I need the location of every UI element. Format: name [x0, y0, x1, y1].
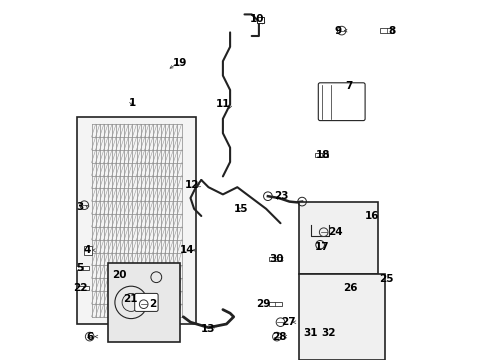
- Text: 20: 20: [112, 270, 126, 280]
- Text: 31: 31: [303, 328, 317, 338]
- Bar: [76, 286, 89, 290]
- Text: 23: 23: [274, 191, 288, 201]
- Text: 11: 11: [215, 99, 230, 109]
- Text: 6: 6: [86, 332, 94, 342]
- Text: 16: 16: [365, 211, 379, 221]
- Text: 8: 8: [387, 26, 395, 36]
- Text: 32: 32: [321, 328, 335, 338]
- Text: 14: 14: [179, 245, 194, 255]
- Text: 10: 10: [249, 14, 264, 24]
- Text: 15: 15: [233, 204, 247, 214]
- Bar: [315, 153, 328, 157]
- Bar: [298, 274, 384, 360]
- Bar: [77, 117, 196, 324]
- Bar: [268, 257, 281, 261]
- Text: 29: 29: [256, 299, 270, 309]
- Text: 19: 19: [172, 58, 186, 68]
- Text: 18: 18: [315, 150, 329, 160]
- Bar: [380, 28, 392, 33]
- Text: 22: 22: [73, 283, 87, 293]
- Text: 1: 1: [129, 98, 136, 108]
- Text: 5: 5: [76, 263, 83, 273]
- Text: 7: 7: [345, 81, 352, 91]
- Text: 12: 12: [184, 180, 199, 190]
- Bar: [257, 17, 263, 23]
- Text: 3: 3: [76, 202, 83, 212]
- Text: 27: 27: [281, 317, 296, 327]
- Bar: [298, 202, 377, 274]
- Text: 2: 2: [149, 299, 156, 309]
- Text: 21: 21: [123, 294, 137, 304]
- Bar: [107, 263, 179, 342]
- Bar: [83, 246, 92, 255]
- Text: 25: 25: [378, 274, 392, 284]
- Bar: [76, 266, 89, 270]
- Text: 26: 26: [342, 283, 357, 293]
- Text: 30: 30: [268, 254, 283, 264]
- Text: 4: 4: [83, 245, 91, 255]
- Bar: [268, 302, 281, 306]
- FancyBboxPatch shape: [134, 293, 158, 311]
- Text: 9: 9: [334, 26, 341, 36]
- Text: 17: 17: [314, 242, 328, 252]
- Text: 24: 24: [327, 227, 342, 237]
- Text: 13: 13: [201, 324, 215, 334]
- Text: 28: 28: [272, 332, 286, 342]
- FancyBboxPatch shape: [318, 83, 365, 121]
